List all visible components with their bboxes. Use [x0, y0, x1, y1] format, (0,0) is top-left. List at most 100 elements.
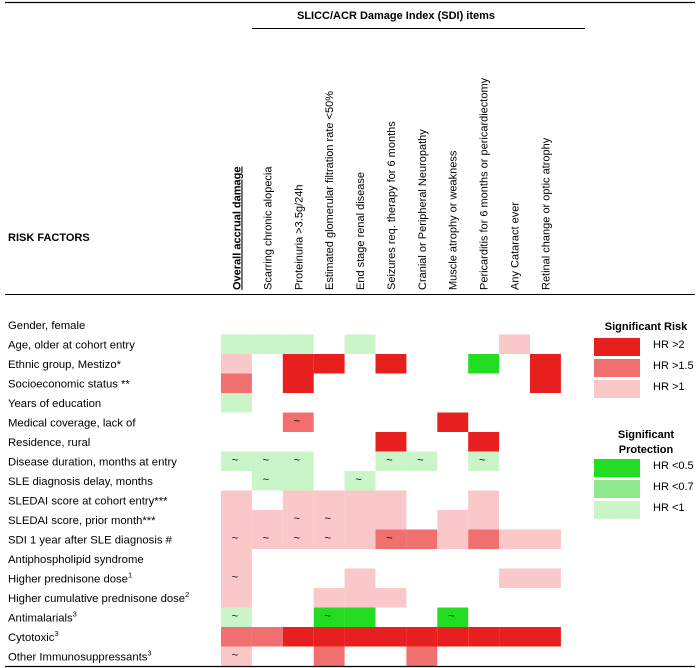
heat-cell: [468, 432, 500, 452]
tilde-mark: ~: [324, 513, 330, 525]
sdi-items-header: SLICC/ACR Damage Index (SDI) items: [297, 10, 496, 22]
tilde-mark: ~: [294, 416, 300, 428]
heat-cell: [344, 627, 376, 647]
tilde-mark: ~: [448, 611, 454, 623]
heat-cell: [375, 510, 407, 530]
row-label: Socioeconomic status **: [8, 379, 130, 391]
tilde-mark: ~: [479, 455, 485, 467]
heat-cell: [251, 510, 283, 530]
column-label: Seizures req. therapy for 6 months: [386, 121, 398, 290]
heat-cell: [406, 451, 438, 471]
heat-cell: [221, 646, 252, 666]
heat-cell: [344, 334, 376, 354]
heat-cell: [468, 354, 500, 374]
tilde-mark: ~: [324, 533, 330, 545]
tilde-mark: ~: [263, 474, 269, 486]
row-label: Antiphospholipid syndrome: [8, 554, 144, 566]
row-label: SLEDAI score, prior month***: [8, 515, 156, 527]
tilde-mark: ~: [232, 533, 238, 545]
heat-cell: [530, 627, 561, 647]
heat-cell: [313, 490, 345, 510]
heat-cell: [282, 490, 314, 510]
heat-cell: [251, 334, 283, 354]
column-label: Muscle atrophy or weakness: [448, 150, 460, 290]
heat-cell: [406, 529, 438, 549]
heat-cell: [530, 354, 561, 374]
heat-cell: [221, 607, 252, 627]
legend-swatch-hr1: [594, 380, 640, 398]
heat-cell: [221, 510, 252, 530]
heat-cell: [221, 588, 252, 608]
legend-protect-title-1: Significant: [617, 429, 675, 441]
heat-cell: [499, 529, 530, 549]
heat-cell: [530, 373, 561, 393]
heat-cell: [221, 373, 252, 393]
tilde-mark: ~: [294, 513, 300, 525]
heat-cell: [344, 568, 376, 588]
legend-swatch-hr15: [594, 359, 640, 377]
heat-cell: [499, 334, 530, 354]
heat-cell: [375, 451, 407, 471]
row-label: Higher prednisone dose1: [8, 571, 132, 586]
heat-cell: [282, 373, 314, 393]
heat-cell: [344, 490, 376, 510]
legend-label-hr2: HR >2: [653, 339, 685, 351]
column-label: Retinal change or optic atrophy: [541, 137, 553, 290]
heat-cell: [313, 354, 345, 374]
heat-cell: [468, 451, 500, 471]
heat-cell: [221, 354, 252, 374]
row-label: Gender, female: [8, 320, 85, 332]
row-label: SDI 1 year after SLE diagnosis #: [8, 535, 173, 547]
heat-cell: [221, 568, 252, 588]
row-label: Other Immunosuppressants3: [8, 649, 152, 664]
tilde-mark: ~: [263, 455, 269, 467]
heat-cell: [313, 588, 345, 608]
heat-cell: [251, 451, 283, 471]
heat-cell: [251, 627, 283, 647]
heat-cell: [282, 334, 314, 354]
heat-cell: [221, 393, 252, 413]
heat-cell: [221, 451, 252, 471]
tilde-mark: ~: [232, 650, 238, 662]
column-label: Overall accrual damage: [231, 166, 243, 290]
heat-cell: [344, 529, 376, 549]
row-label: Years of education: [8, 398, 101, 410]
legend-protect-title-2: Protection: [618, 444, 674, 456]
heat-cell: [282, 529, 314, 549]
heat-cell: [437, 510, 469, 530]
column-label: End stage renal disease: [355, 172, 367, 290]
heat-cell: [221, 334, 252, 354]
heat-cell: [437, 412, 469, 432]
heat-cell: [375, 354, 407, 374]
legend-label-hr07: HR <0.7: [653, 481, 694, 493]
row-label: Age, older at cohort entry: [8, 340, 135, 352]
heat-cell: [375, 588, 407, 608]
legend-risk-title: Significant Risk: [604, 321, 688, 333]
heat-cell: [251, 529, 283, 549]
row-label: Medical coverage, lack of: [8, 418, 136, 430]
tilde-mark: ~: [386, 533, 392, 545]
heat-cell: [344, 607, 376, 627]
heat-cell: [375, 627, 407, 647]
tilde-mark: ~: [324, 611, 330, 623]
heat-cell: [282, 354, 314, 374]
legend-label-hr1: HR >1: [653, 381, 685, 393]
tilde-mark: ~: [263, 533, 269, 545]
legend-label-hr15: HR >1.5: [653, 360, 694, 372]
legend-swatch-hr07: [594, 480, 640, 498]
row-label: Antimalarials3: [8, 610, 77, 625]
heat-cell: [499, 627, 530, 647]
heat-cell: [437, 607, 469, 627]
heat-cell: [313, 607, 345, 627]
heat-cell: [375, 529, 407, 549]
legend-swatch-hr05: [594, 459, 640, 477]
heat-cell: [313, 627, 345, 647]
heat-cell: [221, 529, 252, 549]
heat-cell: [313, 510, 345, 530]
tilde-mark: ~: [232, 455, 238, 467]
legend-label-hr1-protect: HR <1: [653, 502, 685, 514]
heat-cell: [313, 646, 345, 666]
heat-cell: [375, 432, 407, 452]
column-label: Proteinuria >3.5g/24h: [293, 185, 305, 291]
heat-cell: [499, 568, 530, 588]
